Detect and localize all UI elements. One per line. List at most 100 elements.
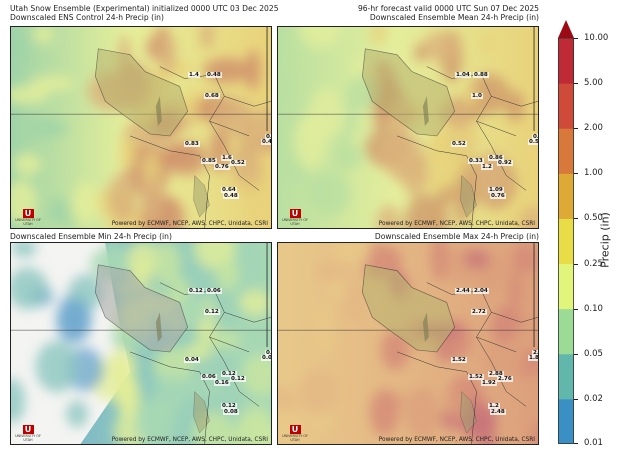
precip-area	[108, 173, 137, 223]
station-value: 0.04	[184, 357, 200, 363]
station-value: 1.92	[481, 380, 497, 386]
map-panel-mean: 1.04 0.88 1.0 0.52 0.33 0.86 0.92 1.2 1.09 0.76 0.…	[277, 26, 539, 229]
precip-area	[158, 32, 177, 75]
colorbar-label: Precip (in)	[598, 212, 612, 268]
precip-area	[239, 289, 271, 317]
station-value: 0.12	[188, 288, 204, 294]
station-value: 0.76	[214, 164, 230, 170]
station-value: 1.09	[488, 187, 504, 193]
precip-area	[245, 49, 261, 91]
precip-area	[56, 299, 92, 344]
university-of-utah-logo: U UNIVERSITY OF UTAH	[282, 209, 308, 226]
colorbar-tick-mark	[574, 218, 578, 220]
colorbar-tick-label: 0.25	[584, 258, 603, 269]
precip-area	[241, 354, 271, 397]
station-value: 0.43	[261, 139, 271, 145]
station-value: 2.72	[471, 309, 487, 315]
station-value: 1.4	[188, 72, 200, 78]
precip-area	[294, 114, 327, 170]
station-value: 0.92	[497, 160, 513, 166]
station-value: 0.06	[206, 288, 222, 294]
station-value: 1.8	[528, 355, 539, 361]
precip-area	[154, 373, 188, 417]
precip-area	[299, 369, 339, 416]
precip-area	[529, 422, 538, 444]
precip-area	[369, 27, 389, 45]
precip-area	[490, 311, 516, 343]
u-logo-mark: U	[289, 425, 301, 434]
station-value: 0.76	[490, 193, 506, 199]
colorbar-tick-mark	[574, 353, 578, 355]
precip-area	[376, 205, 402, 228]
panel-title-max: Downscaled Ensemble Max 24-h Precip (in)	[374, 232, 539, 241]
station-value: 0.88	[473, 72, 489, 78]
colorbar-segment	[558, 83, 574, 129]
station-value: 2.48	[490, 409, 506, 415]
station-value: 0.12	[221, 371, 237, 377]
data-credit: Powered by ECMWF, NCEP, AWS, CHPC, Unida…	[378, 437, 535, 443]
station-value: 0.48	[223, 193, 239, 199]
precip-area	[247, 186, 271, 228]
data-credit: Powered by ECMWF, NCEP, AWS, CHPC, Unida…	[111, 437, 268, 443]
station-value: 1.04	[455, 72, 471, 78]
station-value: 0.03	[261, 355, 271, 361]
logo-text: UNIVERSITY OF UTAH	[15, 434, 41, 442]
colorbar-tick-label: 0.50	[584, 213, 603, 224]
station-value: 0.85	[201, 158, 217, 164]
precip-area	[463, 249, 491, 269]
colorbar-segment	[558, 353, 574, 400]
precip-area	[35, 340, 79, 393]
station-value: 2.04	[473, 288, 489, 294]
colorbar-segment	[558, 398, 574, 444]
station-value: 0.58	[528, 139, 538, 145]
figure-title: Utah Snow Ensemble (Experimental) initia…	[10, 4, 279, 13]
map-panel-min: 0.12 0.06 0.12 0.04 0.06 0.12 0.12 0.16 0.12 0.08…	[10, 242, 272, 445]
colorbar	[558, 20, 574, 444]
precip-area	[200, 27, 215, 50]
colorbar-extend-arrow	[558, 20, 574, 38]
station-value: 0.83	[184, 141, 200, 147]
precip-area	[370, 389, 399, 437]
colorbar-segment	[558, 128, 574, 174]
station-value: 0.46	[532, 134, 538, 140]
precip-area	[47, 196, 71, 225]
colorbar-tick-mark	[574, 173, 578, 175]
station-value: 0.64	[221, 187, 237, 193]
precip-area	[152, 243, 182, 288]
station-value: 2.46	[532, 350, 538, 356]
station-value: 0.86	[488, 155, 504, 161]
precip-area	[11, 378, 26, 424]
precip-area	[231, 417, 271, 444]
station-value: 0.33	[468, 158, 484, 164]
precip-area	[404, 193, 450, 228]
precip-area	[432, 128, 446, 166]
precip-area	[183, 343, 212, 361]
colorbar-tick-label: 0.02	[584, 393, 603, 404]
station-value: 1.52	[451, 357, 467, 363]
station-value: 0.12	[204, 309, 220, 315]
precip-area	[381, 329, 410, 370]
great-salt-lake	[361, 48, 456, 137]
station-value: 1.2	[481, 164, 493, 170]
precip-area	[11, 243, 37, 258]
precip-area	[519, 205, 538, 228]
station-value: 2.88	[488, 371, 504, 377]
colorbar-tick-mark	[574, 83, 578, 85]
station-value: 0.08	[223, 409, 239, 415]
station-value: 0.68	[204, 93, 220, 99]
precip-area	[451, 385, 464, 423]
station-value: 1.2	[488, 403, 500, 409]
colorbar-tick-label: 1.00	[584, 168, 603, 179]
university-of-utah-logo: U UNIVERSITY OF UTAH	[282, 425, 308, 442]
precip-area	[331, 142, 363, 171]
precip-area	[12, 152, 42, 176]
panel-title-control: Downscaled ENS Control 24-h Precip (in)	[10, 13, 164, 22]
colorbar-tick-label: 5.00	[584, 78, 603, 89]
precip-area	[203, 57, 250, 84]
precip-area	[29, 75, 75, 92]
precip-area	[119, 136, 137, 170]
station-value: 0.12	[221, 403, 237, 409]
panel-title-mean: Downscaled Ensemble Mean 24-h Precip (in…	[369, 13, 539, 22]
precip-area	[403, 157, 426, 198]
precip-area	[508, 271, 522, 310]
